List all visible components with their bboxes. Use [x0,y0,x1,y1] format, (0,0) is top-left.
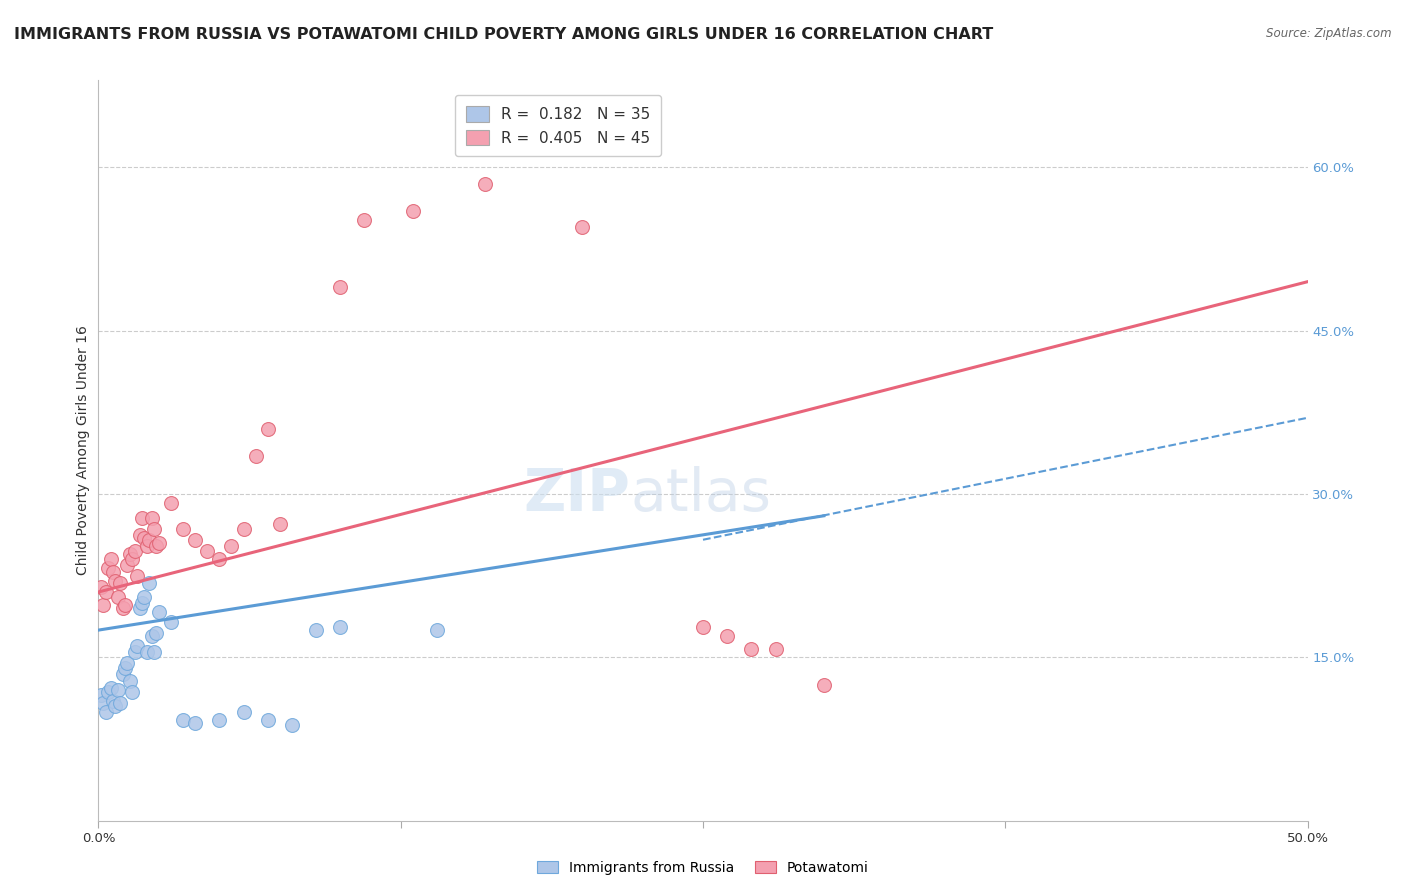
Point [114,598,136,612]
Point [91,598,114,612]
Point [141,511,163,525]
Point [131,511,153,525]
Point [474,177,496,191]
Point [426,623,449,637]
Point [232,522,254,536]
Point [97,685,120,699]
Point [118,547,141,561]
Point [221,539,243,553]
Text: ZIP: ZIP [523,467,630,524]
Point [117,656,139,670]
Point [208,552,231,566]
Point [104,574,127,588]
Point [111,601,134,615]
Point [124,645,146,659]
Point [145,539,167,553]
Point [91,696,114,710]
Point [94,585,117,599]
Point [232,705,254,719]
Point [94,705,117,719]
Legend: Immigrants from Russia, Potawatomi: Immigrants from Russia, Potawatomi [531,855,875,880]
Point [281,718,304,732]
Point [765,641,787,656]
Point [104,699,127,714]
Point [172,714,194,728]
Point [107,591,129,605]
Point [100,681,122,695]
Y-axis label: Child Poverty Among Girls Under 16: Child Poverty Among Girls Under 16 [76,326,90,575]
Point [692,620,714,634]
Point [134,531,156,545]
Point [402,203,425,218]
Point [135,539,157,553]
Point [128,528,150,542]
Text: atlas: atlas [630,467,772,524]
Point [305,623,328,637]
Point [138,576,160,591]
Point [127,640,149,654]
Point [121,552,143,566]
Point [107,683,129,698]
Point [121,685,143,699]
Point [160,615,183,630]
Point [148,605,170,619]
Point [160,496,183,510]
Point [138,533,160,547]
Point [813,677,835,691]
Point [100,552,122,566]
Point [101,694,124,708]
Point [135,645,157,659]
Text: Source: ZipAtlas.com: Source: ZipAtlas.com [1267,27,1392,40]
Point [124,543,146,558]
Point [184,715,207,730]
Point [101,566,124,580]
Point [172,522,194,536]
Point [145,626,167,640]
Point [571,220,593,235]
Point [118,674,141,689]
Point [97,561,120,575]
Point [353,212,375,227]
Point [90,580,112,594]
Point [716,628,738,642]
Point [111,666,134,681]
Point [141,628,163,642]
Point [108,576,131,591]
Point [127,568,149,582]
Text: IMMIGRANTS FROM RUSSIA VS POTAWATOMI CHILD POVERTY AMONG GIRLS UNDER 16 CORRELAT: IMMIGRANTS FROM RUSSIA VS POTAWATOMI CHI… [14,27,993,42]
Point [245,449,267,463]
Point [134,591,156,605]
Point [256,714,278,728]
Point [108,696,131,710]
Point [208,714,231,728]
Point [184,533,207,547]
Point [329,620,352,634]
Point [128,601,150,615]
Point [740,641,762,656]
Point [131,596,153,610]
Point [143,522,166,536]
Point [90,689,112,703]
Point [256,422,278,436]
Point [329,280,352,294]
Point [269,517,291,532]
Point [195,543,218,558]
Legend: R =  0.182   N = 35, R =  0.405   N = 45: R = 0.182 N = 35, R = 0.405 N = 45 [456,95,661,156]
Point [148,536,170,550]
Point [117,558,139,572]
Point [143,645,166,659]
Point [114,661,136,675]
